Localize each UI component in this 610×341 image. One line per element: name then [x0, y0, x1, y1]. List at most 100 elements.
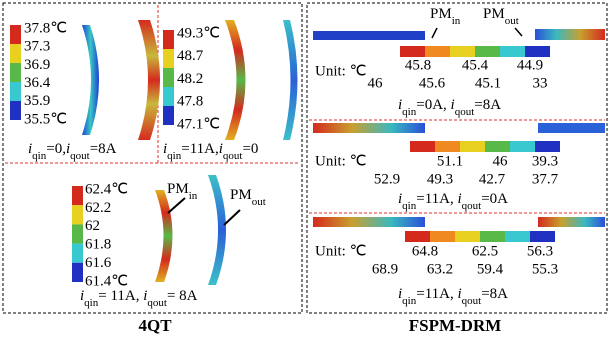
text-part: qin: [84, 297, 99, 309]
text-part: qout: [455, 106, 475, 118]
scale-label: 61.4℃: [85, 273, 128, 289]
caption: iqin=0A, iqout=8A: [398, 97, 501, 117]
colorbar: [480, 231, 505, 242]
colorbar: [163, 87, 174, 106]
scale-label: 46: [368, 75, 384, 91]
scale-label: 61.6: [85, 255, 112, 271]
text-part: =0A,: [416, 97, 450, 113]
strip: [313, 123, 425, 133]
colorbar: [460, 141, 485, 152]
colorbar: [163, 49, 174, 68]
scale-label: 52.9: [374, 171, 400, 187]
colorbar: [455, 231, 480, 242]
colorbar: [72, 224, 83, 243]
caption: iqin=11A, iqout=0A: [398, 191, 508, 211]
colorbar: [163, 106, 174, 125]
colorbar: [72, 263, 83, 282]
caption: iqin=0,iqout=8A: [28, 141, 117, 161]
thermal-map: [283, 20, 298, 140]
thermal-map: [138, 20, 160, 140]
scale-label: 68.9: [372, 261, 398, 277]
text-part: qout: [223, 150, 243, 162]
arrow: [432, 28, 437, 38]
pm-label: PMout: [483, 6, 519, 26]
scale-label: 37.8℃: [24, 20, 67, 36]
text-part: =0A: [481, 191, 508, 207]
text-part: =11A,: [181, 141, 219, 157]
text-part: =11A,: [416, 191, 457, 207]
text-part: =8A: [90, 141, 117, 157]
colorbar: [72, 205, 83, 224]
colorbar: [10, 44, 21, 63]
scale-label: 49.3: [427, 171, 453, 187]
colorbar: [510, 141, 535, 152]
text-part: PM: [430, 6, 452, 22]
text-part: in: [452, 15, 461, 27]
colorbar: [450, 46, 475, 57]
strip: [538, 123, 605, 133]
text-part: = 8A: [167, 288, 198, 304]
scale-label: 62: [85, 218, 100, 234]
scale-label: 64.8: [412, 243, 438, 259]
text-part: qin: [167, 150, 182, 162]
colorbar: [10, 101, 21, 120]
unit-label: Unit: ℃: [315, 63, 366, 79]
scale-label: 62.5: [472, 243, 498, 259]
scale-label: 37.3: [24, 39, 50, 55]
colorbar: [10, 82, 21, 101]
scale-label: 48.2: [177, 71, 203, 87]
text-part: = 11A,: [98, 288, 143, 304]
text-part: =0,: [46, 141, 66, 157]
arrow: [168, 198, 185, 213]
scale-label: 33: [533, 75, 548, 91]
colorbar: [525, 46, 550, 57]
text-part: PM: [230, 187, 252, 203]
text-part: qout: [462, 200, 482, 212]
strip: [313, 31, 425, 40]
strip: [313, 217, 425, 227]
pm-label: PMin: [167, 181, 198, 201]
caption: iqin=11A, iqout=8A: [398, 286, 508, 306]
text-part: qin: [32, 150, 47, 162]
colorbar: [530, 231, 555, 242]
colorbar: [505, 231, 530, 242]
text-part: =11A,: [416, 286, 457, 302]
scale-label: 45.1: [475, 75, 501, 91]
arrow: [224, 210, 240, 225]
unit-label: Unit: ℃: [315, 153, 366, 169]
scale-label: 46: [493, 153, 509, 169]
text-part: =8A: [481, 286, 508, 302]
colorbar: [435, 141, 460, 152]
scale-label: 47.8: [177, 94, 203, 110]
colorbar: [163, 30, 174, 49]
scale-label: 39.3: [532, 153, 558, 169]
text-part: out: [252, 196, 266, 208]
scale-label: 61.8: [85, 237, 111, 253]
colorbar: [10, 63, 21, 82]
pm-label: PMin: [430, 6, 461, 26]
colorbar: [500, 46, 525, 57]
scale-label: 45.6: [419, 75, 446, 91]
colorbar: [475, 46, 500, 57]
scale-label: 62.4℃: [85, 181, 128, 197]
text-part: =8A: [474, 97, 501, 113]
scale-label: 62.2: [85, 200, 111, 216]
colorbar: [425, 46, 450, 57]
scale-label: 49.3℃: [177, 25, 220, 41]
scale-label: 42.7: [479, 171, 506, 187]
panel-label: 4QT: [138, 316, 172, 335]
colorbar: [163, 68, 174, 87]
scale-label: 47.1℃: [177, 116, 220, 132]
scale-label: 56.3: [527, 243, 553, 259]
scale-label: 48.7: [177, 48, 204, 64]
caption: iqin= 11A, iqout= 8A: [80, 288, 198, 308]
text-part: qout: [462, 295, 482, 307]
text-part: qin: [402, 106, 417, 118]
unit-label: Unit: ℃: [315, 243, 366, 259]
text-part: qout: [70, 150, 90, 162]
scale-label: 63.2: [427, 261, 453, 277]
arrow: [515, 28, 522, 36]
caption: iqin=11A,iqout=0: [163, 141, 258, 161]
panel-label: FSPM-DRM: [409, 316, 502, 335]
text-part: qout: [147, 297, 167, 309]
